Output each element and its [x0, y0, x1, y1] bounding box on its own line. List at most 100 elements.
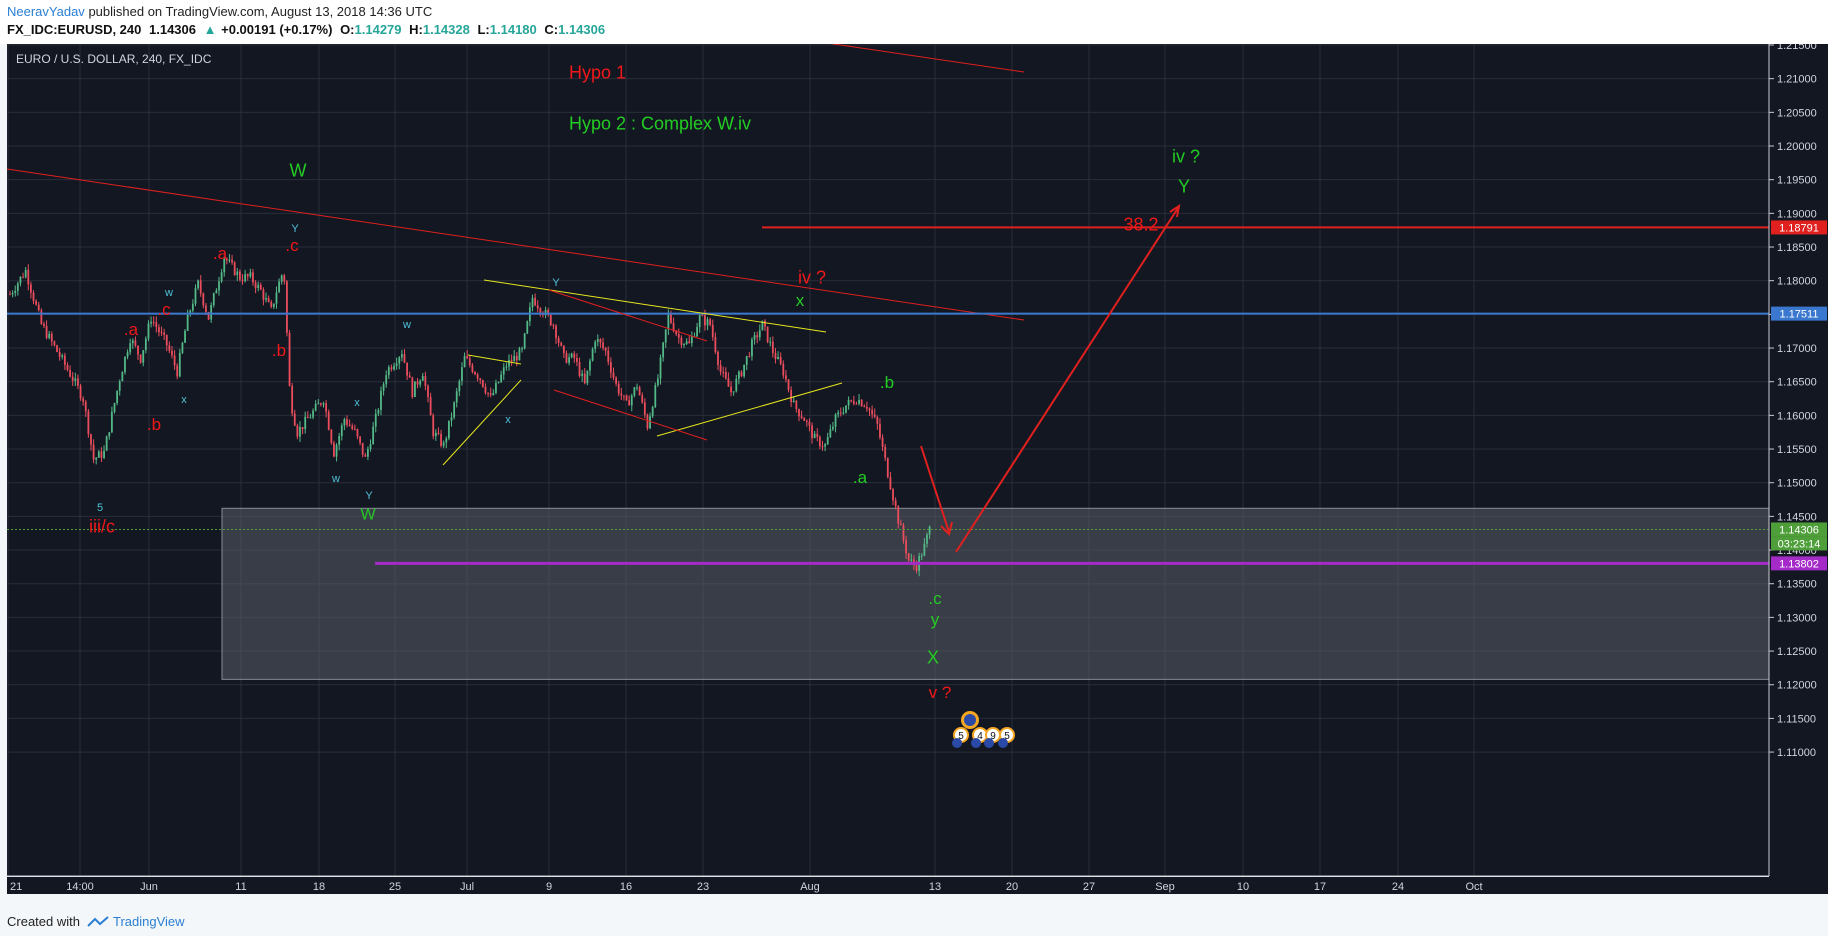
candle-body	[915, 565, 918, 571]
x-tick-label: 20	[1006, 881, 1018, 893]
candle-body	[367, 449, 369, 457]
candle-body	[309, 417, 312, 419]
candle-body	[215, 290, 218, 294]
candle-body	[317, 403, 320, 405]
symbol-name: FX_IDC:EURUSD, 240	[7, 22, 142, 37]
x-tick-label: 24	[1392, 881, 1404, 893]
candle-body	[764, 320, 766, 327]
candle-body	[583, 373, 586, 384]
candle-body	[74, 378, 77, 381]
candle-body	[573, 353, 576, 359]
upper-trend-line	[830, 44, 1025, 73]
candle-body	[732, 391, 735, 393]
candle-body	[455, 391, 458, 403]
candle-body	[333, 442, 335, 457]
candle-body	[32, 292, 35, 301]
candle-body	[735, 378, 738, 392]
candle-body	[672, 322, 675, 332]
candle-body	[429, 397, 432, 416]
ohlc-open: O:1.14279	[340, 22, 402, 37]
flag-event-icon	[971, 738, 981, 748]
candle-body	[628, 400, 631, 406]
candle-body	[434, 432, 437, 437]
x-tick-label: 21	[10, 881, 22, 893]
candle-body	[398, 357, 401, 364]
publish-line: NeeravYadav published on TradingView.com…	[7, 4, 432, 19]
candle-body	[304, 416, 307, 430]
down-arrow-head-icon	[940, 521, 953, 536]
candle-body	[9, 294, 11, 296]
candle-body	[562, 345, 565, 354]
candle-body	[346, 419, 348, 425]
wave-label: .a	[124, 320, 139, 339]
tradingview-brand-link[interactable]: TradingView	[113, 914, 185, 929]
candle-body	[821, 446, 824, 448]
candle-body	[87, 411, 90, 435]
ohlc-high: H:1.14328	[409, 22, 470, 37]
candle-body	[155, 322, 158, 328]
wave-label: w	[164, 287, 173, 299]
candle-body	[374, 413, 377, 427]
candle-body	[103, 450, 105, 458]
candle-body	[406, 362, 408, 376]
candle-body	[727, 378, 730, 387]
candle-body	[448, 420, 450, 439]
candle-body	[400, 354, 403, 358]
candle-body	[920, 555, 923, 557]
candle-body	[152, 321, 155, 323]
candle-body	[108, 432, 111, 437]
candle-body	[79, 385, 82, 399]
price-tag-label: 1.14306	[1779, 524, 1819, 536]
candle-body	[813, 433, 816, 439]
candle-body	[926, 534, 928, 544]
candle-body	[231, 259, 233, 263]
y-tick-label: 1.21500	[1777, 44, 1817, 52]
y-tick-label: 1.18000	[1777, 276, 1817, 288]
candle-body	[664, 329, 667, 343]
candle-body	[71, 376, 74, 381]
candle-body	[160, 332, 163, 334]
candle-body	[223, 258, 226, 273]
candle-body	[63, 355, 66, 365]
flag-event-icon	[984, 738, 994, 748]
candle-body	[531, 297, 534, 308]
candle-body	[239, 271, 241, 280]
candle-body	[246, 274, 249, 277]
candle-body	[910, 559, 913, 561]
candle-body	[56, 345, 58, 352]
candle-body	[785, 375, 787, 380]
candle-body	[100, 451, 103, 458]
y-tick-label: 1.18500	[1777, 242, 1817, 254]
candle-body	[165, 334, 168, 346]
candle-body	[617, 383, 620, 394]
candle-body	[22, 276, 24, 278]
author-link[interactable]: NeeravYadav	[7, 4, 85, 19]
candle-body	[37, 304, 40, 311]
candle-body	[555, 325, 557, 339]
candle-body	[892, 489, 894, 501]
candle-body	[158, 327, 160, 333]
candle-body	[544, 310, 547, 316]
candle-body	[202, 293, 205, 306]
candle-body	[24, 269, 27, 278]
candle-body	[50, 333, 53, 342]
candle-body	[670, 313, 672, 323]
candle-body	[899, 523, 902, 526]
wave-label: 38.2	[1123, 214, 1158, 234]
candle-body	[343, 419, 346, 426]
candle-body	[868, 408, 871, 411]
candle-body	[811, 425, 813, 439]
triangle-upper-line	[483, 279, 827, 333]
wave-label: Y	[552, 277, 560, 289]
wave-label: x	[505, 414, 511, 426]
countdown-label: 03:23:14	[1778, 538, 1821, 550]
candle-body	[450, 417, 453, 421]
candle-body	[513, 355, 516, 362]
candle-body	[753, 335, 756, 340]
candle-body	[335, 444, 338, 457]
candle-body	[186, 312, 189, 331]
candle-body	[359, 436, 361, 443]
wave-label: .c	[285, 236, 299, 255]
event-count-label: 5	[1004, 731, 1010, 742]
